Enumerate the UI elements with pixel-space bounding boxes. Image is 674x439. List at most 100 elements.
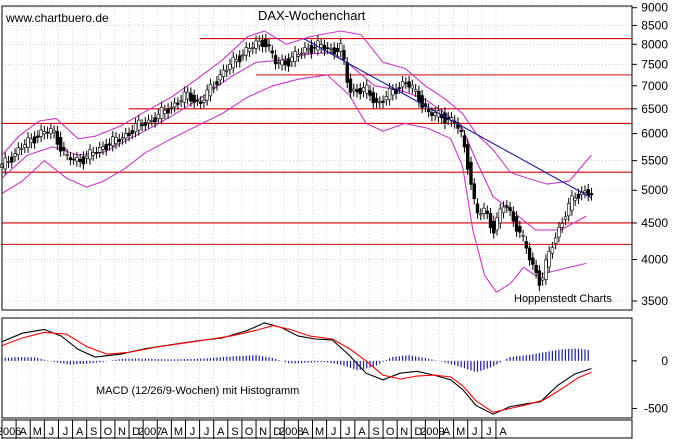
candle-body [182,91,187,103]
candle-body [501,206,506,214]
candle-body [166,108,170,114]
candle-body [482,207,486,214]
x-tick-label: O [104,426,113,438]
candle-body [215,81,219,86]
candle-body [267,44,271,47]
candle-body [153,117,157,123]
candle-body [394,88,398,94]
candle-body [381,100,385,103]
candle-body [397,87,402,89]
candle-body [280,59,284,66]
x-tick-label: N [400,426,408,438]
x-tick-label: J [331,426,337,438]
downtrend-line [303,38,592,199]
candle-body [550,247,555,254]
candle-body [498,208,502,224]
candle-body [563,216,568,220]
candle-body [469,161,473,185]
candle-body [537,270,542,286]
candle-body [527,247,532,261]
x-tick-label: S [372,426,379,438]
candle-body [368,90,372,96]
candle-body [560,223,564,228]
candle-body [84,155,89,159]
candle-body [456,122,460,129]
candle-body [547,251,551,268]
candle-body [218,74,222,81]
candle-body [137,119,141,131]
candle-body [62,147,66,151]
candle-body [94,152,99,154]
candle-body [179,100,183,102]
candle-body [192,94,196,103]
candle-body [479,213,483,216]
candle-body [462,135,467,148]
y-tick-label: 3500 [641,294,668,308]
y-tick-label: 4000 [641,253,668,267]
candle-body [293,51,297,62]
candle-body [583,190,587,193]
candle-body [384,96,389,101]
candle-body [277,62,281,64]
y-tick-label: 9000 [641,1,668,15]
candle-body [348,78,353,93]
candle-body [514,216,519,232]
x-tick-label: 2008 [279,426,303,438]
candle-body [544,259,548,280]
candle-body [296,54,301,57]
candle-body [71,158,76,161]
candle-body [511,211,516,222]
x-tick-label: A [358,426,366,438]
candle-body [107,143,112,146]
candle-body [518,226,522,233]
candle-body [492,220,496,234]
candle-body [231,56,235,69]
candle-body [309,44,314,54]
x-tick-label: J [472,426,478,438]
candle-body [3,157,7,170]
candle-body [221,69,226,77]
candle-body [225,69,229,72]
candle-body [400,81,405,88]
candle-body [156,113,161,120]
candle-body [345,62,349,83]
candle-body [42,131,47,135]
candle-body [68,157,73,161]
candle-body [521,234,525,237]
candle-body [195,99,200,102]
watermark: www.chartbuero.de [5,11,109,25]
x-tick-label: D [132,426,140,438]
candle-body [247,48,252,52]
macd-series-signal [1,325,592,413]
y-tick-label: 7000 [641,79,668,93]
candle-body [52,130,56,134]
candle-body [505,205,509,208]
candle-body [342,50,346,60]
x-tick-label: M [456,426,465,438]
candle-body [98,147,102,153]
candle-body [211,86,216,89]
y-tick-label: 5000 [641,183,668,197]
candle-body [208,83,213,97]
candle-body [586,189,590,196]
candle-body [10,156,14,163]
candle-body [420,95,424,108]
candle-body [404,82,408,85]
x-tick-label: A [302,426,310,438]
candle-body [185,91,190,100]
candles [0,33,594,292]
candle-body [459,129,463,133]
candle-body [65,154,69,156]
candle-body [312,46,317,49]
candle-body [81,156,86,165]
bollinger-lower [1,74,587,294]
candle-body [524,241,529,249]
x-tick-label: D [273,426,281,438]
candle-body [45,131,50,134]
candle-body [466,144,470,170]
watermark-bg [3,9,108,25]
x-tick-label: O [386,426,395,438]
candle-body [111,136,115,147]
y-tick-label: 6500 [641,102,668,116]
candle-body [254,40,258,49]
